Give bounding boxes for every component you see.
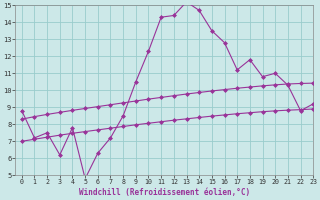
X-axis label: Windchill (Refroidissement éolien,°C): Windchill (Refroidissement éolien,°C): [79, 188, 250, 197]
